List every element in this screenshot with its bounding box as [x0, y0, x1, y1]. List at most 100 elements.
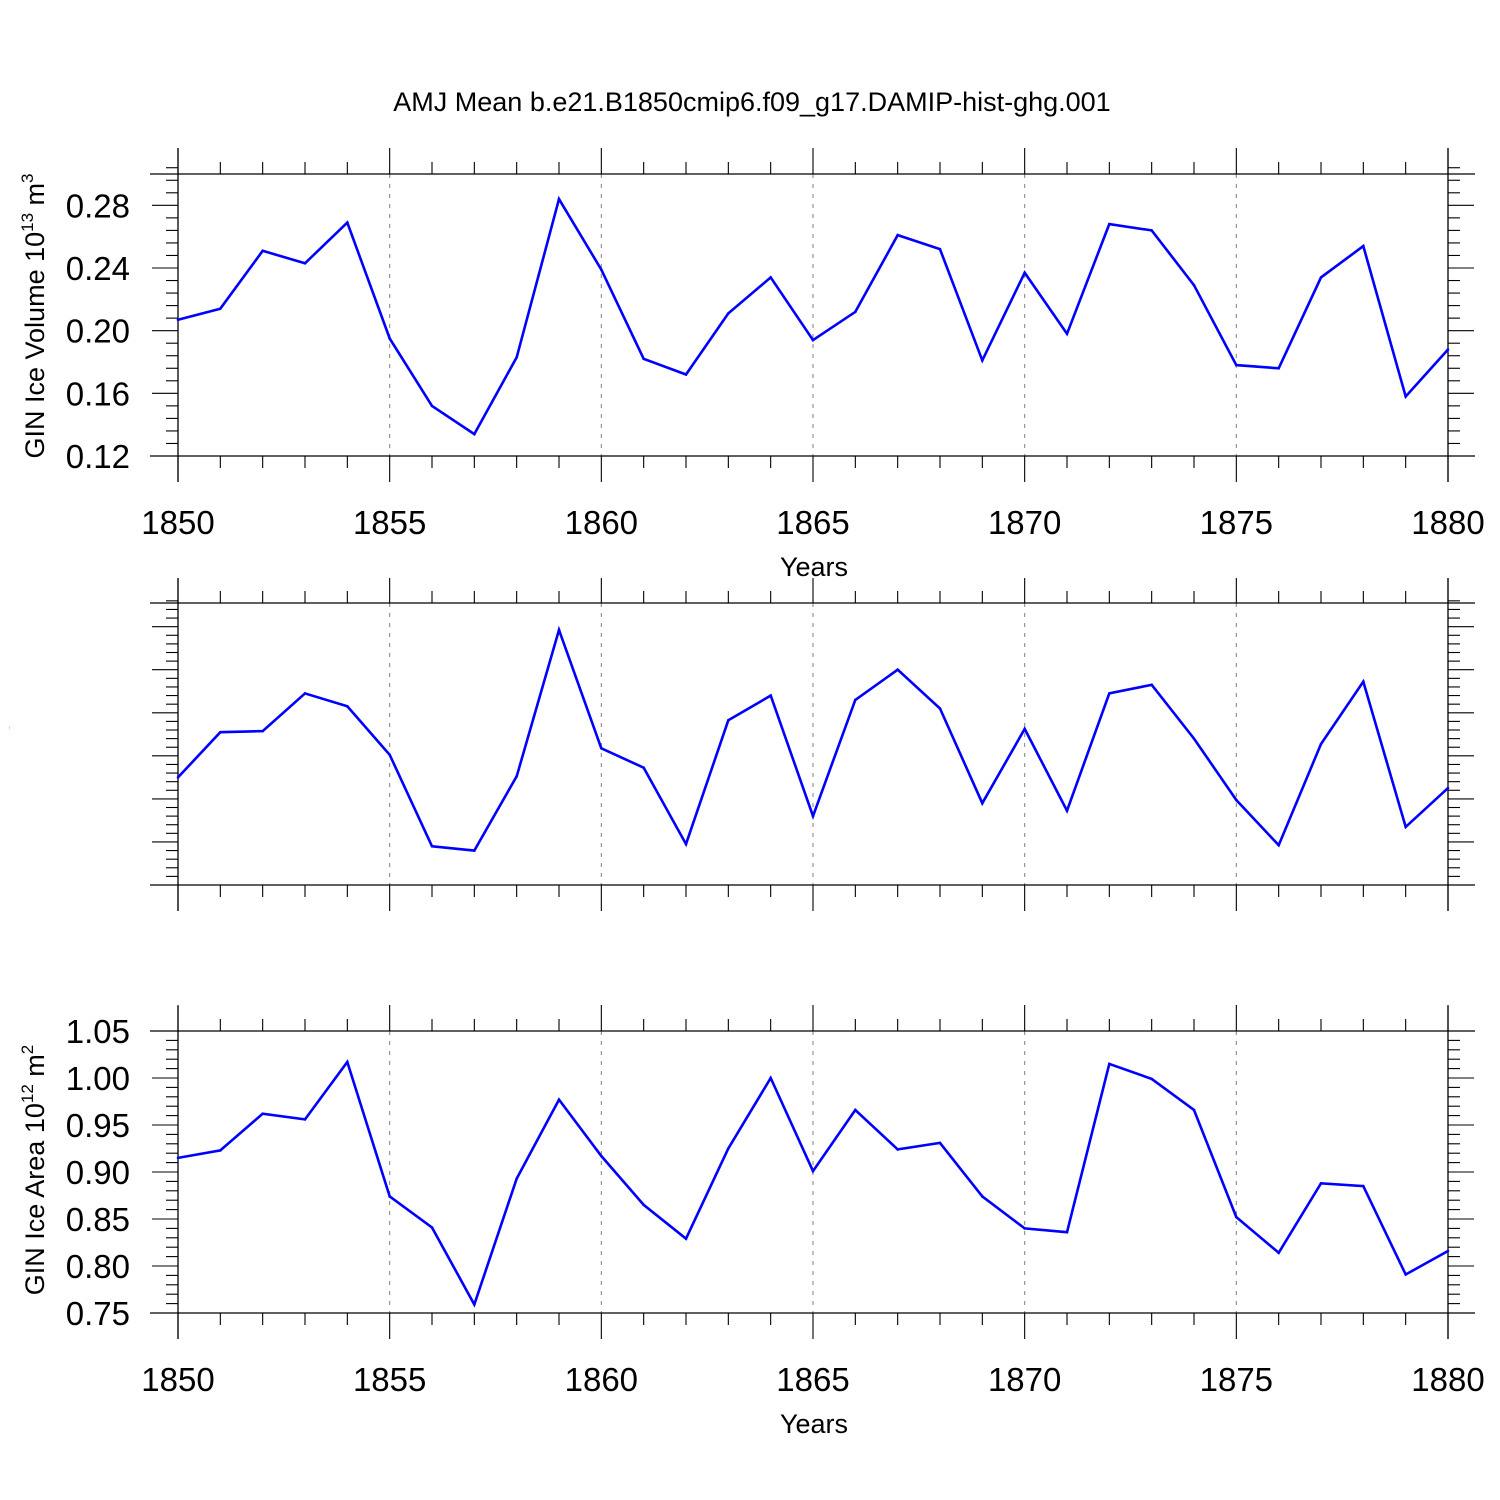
- y-axis-label: GIN Snow Volume 1013 m3: [0, 586, 15, 903]
- x-tick-label: 1855: [353, 504, 426, 541]
- data-point: [684, 842, 688, 846]
- y-tick-label: 0.0400: [29, 652, 130, 689]
- data-point: [1446, 348, 1450, 351]
- data-point: [981, 359, 984, 362]
- y-tick-label: 0.75: [66, 1295, 130, 1332]
- data-point: [430, 844, 434, 848]
- x-tick-label: 1860: [565, 504, 638, 541]
- data-point: [727, 1147, 730, 1150]
- y-tick-label: 1.00: [66, 1060, 130, 1097]
- data-point: [515, 356, 518, 359]
- data-point: [811, 814, 815, 818]
- data-point: [430, 404, 434, 408]
- data-point: [1023, 271, 1026, 275]
- x-tick-label: 1870: [988, 504, 1061, 541]
- data-point: [1023, 727, 1026, 731]
- data-point: [642, 357, 645, 361]
- data-point: [176, 776, 180, 779]
- data-point: [769, 276, 772, 279]
- data-point: [896, 1148, 899, 1151]
- data-point: [1362, 244, 1365, 248]
- x-tick-label: 1855: [353, 933, 426, 970]
- x-tick-label: 1870: [988, 933, 1061, 970]
- data-point: [938, 707, 942, 710]
- data-point: [176, 318, 180, 322]
- data-point: [1150, 683, 1153, 687]
- data-point: [981, 1195, 984, 1198]
- y-axis-label: GIN Ice Area 1012 m2: [18, 1045, 50, 1296]
- data-point: [1446, 786, 1450, 790]
- x-axis-label: Years: [780, 552, 848, 582]
- y-tick-label: 0.0240: [29, 824, 130, 861]
- data-point: [896, 233, 899, 237]
- data-point: [1108, 222, 1111, 226]
- data-point: [473, 432, 476, 436]
- y-tick-label: 0.24: [66, 250, 130, 287]
- x-tick-label: 1860: [565, 933, 638, 970]
- data-point: [1150, 1077, 1153, 1081]
- data-point: [515, 1177, 518, 1180]
- data-point: [769, 694, 772, 697]
- data-point: [473, 849, 476, 852]
- data-point: [684, 373, 688, 376]
- data-point: [388, 1195, 391, 1198]
- data-point: [769, 1076, 772, 1080]
- data-point: [1023, 1227, 1026, 1230]
- data-point: [938, 1141, 942, 1145]
- data-point: [388, 337, 391, 340]
- data-point: [303, 692, 307, 695]
- data-point: [1192, 1108, 1196, 1112]
- data-point: [811, 1169, 815, 1173]
- data-point: [600, 268, 603, 271]
- data-point: [303, 262, 307, 265]
- x-tick-label: 1865: [776, 1361, 849, 1398]
- data-point: [219, 307, 222, 311]
- y-tick-label: 0.0360: [29, 695, 130, 732]
- data-point: [176, 1156, 180, 1160]
- data-point: [642, 1203, 645, 1207]
- y-tick-label: 0.0440: [29, 609, 130, 646]
- ice-area-panel: 0.75 0.80 0.85 0.90 0.95 1.00 1.05 1850 1855 1860…: [18, 1005, 1485, 1439]
- data-point: [1235, 363, 1238, 367]
- x-tick-label: 1850: [141, 1361, 214, 1398]
- data-point: [388, 753, 391, 757]
- y-tick-label: 0.0320: [29, 738, 130, 775]
- x-tick-label: 1850: [141, 933, 214, 970]
- data-point: [515, 774, 518, 778]
- data-point: [854, 310, 857, 314]
- data-point: [1277, 366, 1280, 370]
- x-tick-label: 1865: [776, 933, 849, 970]
- snow-volume-panel: 0.0200 0.0240 0.0280 0.0320 0.0360 0.0400 0.04…: [29, 578, 1484, 970]
- data-point: [219, 1149, 222, 1152]
- data-point: [854, 1108, 857, 1112]
- data-point: [1065, 809, 1069, 813]
- data-point: [1108, 1062, 1111, 1066]
- data-point: [1446, 1249, 1450, 1253]
- data-point: [261, 249, 264, 253]
- data-point: [1319, 1181, 1323, 1185]
- data-point: [1362, 1184, 1365, 1188]
- x-axis-label: Years: [780, 1409, 848, 1439]
- data-point: [1404, 395, 1407, 398]
- data-point: [854, 698, 857, 702]
- data-point: [346, 221, 349, 224]
- data-point: [557, 1098, 561, 1101]
- data-point: [261, 1112, 264, 1116]
- x-tick-label: 1880: [1411, 1361, 1484, 1398]
- data-point: [1277, 843, 1280, 847]
- data-point: [896, 668, 899, 672]
- x-tick-label: 1860: [565, 1361, 638, 1398]
- data-point: [1319, 276, 1323, 279]
- data-point: [684, 1237, 688, 1241]
- x-tick-label: 1855: [353, 1361, 426, 1398]
- y-tick-label: 0.16: [66, 375, 130, 412]
- data-point: [346, 705, 349, 708]
- data-point: [557, 197, 561, 201]
- data-point: [557, 628, 561, 632]
- data-point: [1319, 742, 1323, 746]
- data-point: [811, 338, 815, 342]
- x-tick-label: 1880: [1411, 933, 1484, 970]
- y-tick-label: 0.0200: [29, 867, 130, 904]
- y-tick-label: 0.12: [66, 438, 130, 475]
- data-point: [303, 1118, 307, 1121]
